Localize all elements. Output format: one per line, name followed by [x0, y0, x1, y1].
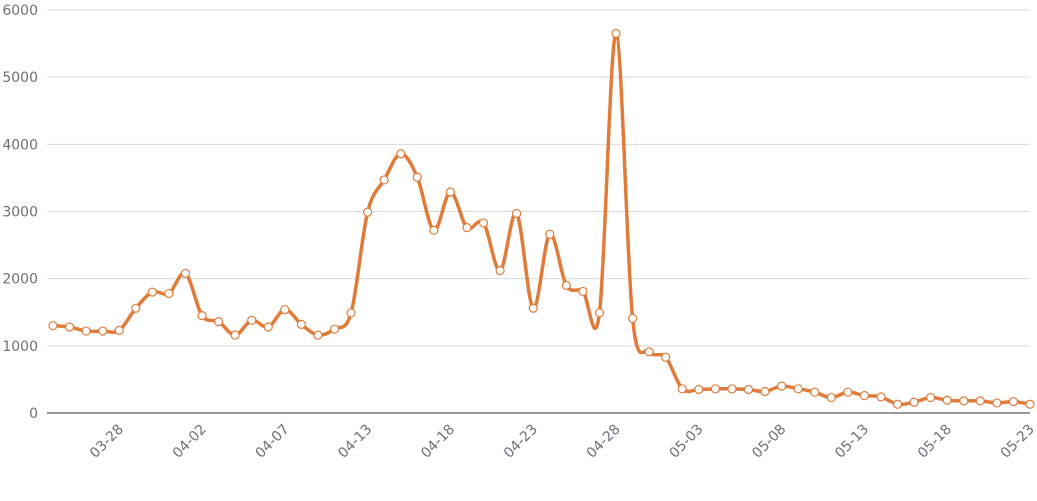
data-point: [329, 324, 340, 334]
data-point: [213, 317, 224, 327]
data-point: [1008, 396, 1019, 407]
data-point: [114, 325, 124, 335]
data-point: [197, 311, 207, 321]
data-point: [462, 223, 472, 233]
data-point: [661, 352, 671, 362]
data-point: [644, 347, 654, 357]
data-point: [280, 304, 290, 315]
y-axis-ticks: 0 1000 2000 3000 4000 5000 6000: [2, 3, 38, 422]
x-tick-label: 05-13: [832, 421, 872, 461]
data-point: [180, 268, 191, 278]
x-tick-label: 04-13: [335, 421, 375, 461]
data-point: [1025, 399, 1035, 409]
data-point: [777, 381, 787, 391]
x-tick-label: 05-23: [998, 421, 1037, 461]
data-point: [760, 386, 770, 397]
data-point: [677, 384, 687, 394]
data-point: [793, 384, 803, 394]
data-point: [412, 172, 422, 182]
data-point: [959, 396, 969, 406]
y-tick-label: 0: [29, 406, 38, 422]
data-point: [396, 149, 406, 159]
x-tick-label: 04-07: [253, 421, 293, 461]
data-point: [826, 392, 836, 403]
data-point: [992, 398, 1002, 408]
data-point: [627, 313, 638, 323]
data-point: [810, 387, 820, 397]
data-point: [694, 384, 704, 395]
data-point: [98, 326, 108, 336]
data-point: [48, 321, 58, 331]
data-point: [743, 384, 754, 395]
data-point: [346, 308, 356, 318]
data-point: [429, 225, 439, 235]
data-point: [578, 286, 588, 297]
data-point: [81, 326, 91, 336]
data-point: [313, 330, 323, 340]
data-point: [379, 175, 389, 185]
data-point: [147, 287, 157, 297]
x-tick-label: 04-28: [584, 421, 624, 461]
x-tick-label: 04-18: [418, 421, 458, 461]
data-point: [495, 266, 505, 276]
data-point: [545, 229, 555, 239]
data-point: [131, 303, 141, 313]
data-point: [876, 392, 886, 402]
data-point: [561, 280, 571, 290]
grid-lines: [47, 9, 1030, 347]
y-tick-label: 4000: [2, 137, 38, 153]
data-point: [611, 28, 621, 39]
data-point: [478, 218, 489, 228]
data-point: [892, 399, 903, 409]
data-point: [164, 288, 174, 299]
x-tick-label: 04-02: [170, 421, 210, 461]
y-tick-label: 1000: [2, 339, 38, 355]
data-point: [528, 303, 538, 313]
data-point: [363, 207, 373, 217]
data-point: [594, 308, 605, 318]
data-point: [843, 387, 853, 397]
data-point: [263, 322, 273, 332]
data-point: [512, 208, 522, 219]
x-tick-label: 05-18: [915, 421, 955, 461]
y-tick-label: 6000: [2, 3, 38, 19]
data-points: [48, 28, 1035, 409]
y-tick-label: 5000: [2, 70, 38, 86]
x-tick-label: 05-03: [666, 421, 706, 461]
data-point: [859, 390, 870, 401]
data-point: [975, 396, 985, 406]
data-point: [926, 392, 936, 403]
data-point: [942, 395, 952, 405]
data-point: [247, 315, 257, 325]
y-tick-label: 3000: [2, 205, 38, 221]
data-point: [296, 319, 306, 329]
y-tick-label: 2000: [2, 272, 38, 288]
data-point: [909, 397, 919, 407]
x-tick-label: 03-28: [87, 421, 127, 461]
data-point: [710, 384, 720, 394]
data-point: [727, 384, 737, 394]
data-point: [230, 330, 240, 340]
x-tick-label: 04-23: [501, 421, 541, 461]
data-point: [64, 322, 75, 332]
series-line: [51, 31, 1032, 407]
data-point: [445, 187, 456, 197]
x-axis-ticks: 03-28 04-02 04-07 04-13 04-18 04-23 04-28 05-03…: [87, 421, 1037, 461]
x-tick-label: 05-08: [749, 421, 789, 461]
